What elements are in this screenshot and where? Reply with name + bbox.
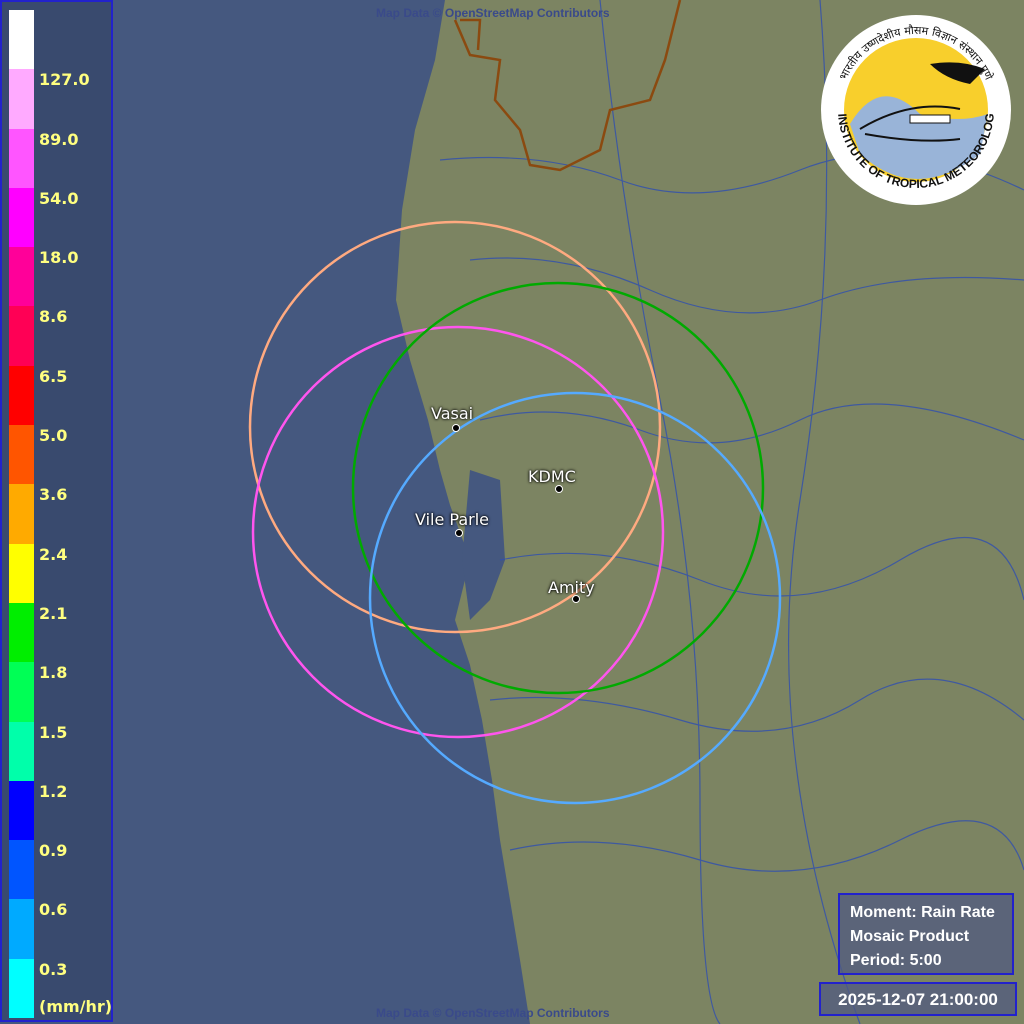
color-legend: 127.0 89.0 54.0 18.0 8.6 6.5 5.0 3.6 2.4 2.1 1.8 1.… bbox=[0, 0, 113, 1022]
radar-marker-kdmc[interactable] bbox=[555, 485, 563, 493]
radar-marker-amity[interactable] bbox=[572, 595, 580, 603]
product-info-box: Moment: Rain Rate Mosaic Product Period:… bbox=[838, 893, 1014, 975]
map-attribution-bottom: Map Data © OpenStreetMap Contributors bbox=[376, 1006, 610, 1020]
legend-label: 54.0 bbox=[39, 188, 79, 208]
district-border bbox=[453, 0, 682, 172]
legend-color-swatch bbox=[9, 484, 34, 545]
legend-label: 0.9 bbox=[39, 841, 68, 861]
legend-color-swatch bbox=[9, 10, 34, 70]
legend-label: 0.6 bbox=[39, 900, 68, 920]
legend-color-swatch bbox=[9, 187, 34, 248]
radar-range-ring-vile-parle bbox=[251, 325, 665, 739]
legend-color-swatch bbox=[9, 662, 34, 723]
legend-color-swatch bbox=[9, 602, 34, 663]
inlet bbox=[462, 470, 505, 620]
radar-label-amity: Amity bbox=[548, 578, 595, 597]
legend-color-swatch bbox=[9, 306, 34, 367]
legend-label: 5.0 bbox=[39, 426, 68, 446]
legend-unit: (mm/hr) bbox=[39, 997, 113, 1016]
radar-marker-vasai[interactable] bbox=[452, 424, 460, 432]
legend-color-swatch bbox=[9, 365, 34, 426]
map-attribution-top: Map Data © OpenStreetMap Contributors bbox=[376, 6, 610, 20]
legend-color-swatch bbox=[9, 425, 34, 485]
legend-color-swatch bbox=[9, 899, 34, 960]
radar-range-ring-vasai bbox=[248, 220, 662, 634]
legend-label: 2.1 bbox=[39, 603, 68, 623]
legend-label: 6.5 bbox=[39, 366, 68, 386]
radar-label-kdmc: KDMC bbox=[528, 467, 576, 486]
legend-label: 127.0 bbox=[39, 70, 90, 90]
legend-color-swatch bbox=[9, 840, 34, 900]
radar-range-ring-amity bbox=[368, 391, 782, 805]
legend-label: 18.0 bbox=[39, 248, 79, 268]
legend-color-swatch bbox=[9, 543, 34, 604]
radar-marker-vile-parle[interactable] bbox=[455, 529, 463, 537]
legend-label: 1.2 bbox=[39, 781, 68, 801]
rivers bbox=[439, 0, 1024, 1024]
land-area bbox=[396, 0, 1024, 1024]
product-text: Mosaic Product bbox=[850, 928, 970, 945]
legend-color-swatch bbox=[9, 128, 34, 189]
legend-label: 1.5 bbox=[39, 722, 68, 742]
moment-text: Moment: Rain Rate bbox=[850, 904, 995, 921]
radar-label-vile-parle: Vile Parle bbox=[415, 510, 490, 529]
legend-label: 8.6 bbox=[39, 307, 68, 327]
legend-label: 2.4 bbox=[39, 544, 68, 564]
legend-color-swatch bbox=[9, 247, 34, 307]
legend-label: 3.6 bbox=[39, 485, 68, 505]
legend-label: 0.3 bbox=[39, 959, 68, 979]
legend-color-swatch bbox=[9, 721, 34, 782]
timestamp: 2025-12-07 21:00:00 bbox=[819, 982, 1017, 1016]
legend-color-swatch bbox=[9, 780, 34, 841]
legend-label: 89.0 bbox=[39, 129, 79, 149]
radar-label-vasai: Vasai bbox=[431, 404, 474, 423]
legend-color-swatch bbox=[9, 69, 34, 130]
iitm-logo: INDIAN INSTITUTE OF TROPICAL METEOROLOGY… bbox=[820, 14, 1011, 205]
period-text: Period: 5:00 bbox=[850, 952, 942, 969]
radar-range-ring-kdmc bbox=[351, 281, 765, 695]
legend-color-swatch bbox=[9, 958, 34, 1019]
color-scale-bar bbox=[9, 10, 34, 1019]
legend-label: 1.8 bbox=[39, 663, 68, 683]
